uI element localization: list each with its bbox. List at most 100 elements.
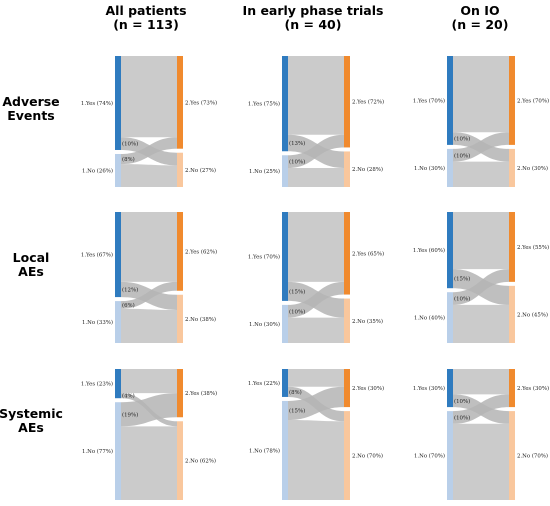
node-label-right-yes: 2.Yes (65%) — [352, 250, 384, 257]
flow-label-no-yes: (10%) — [454, 296, 470, 303]
node-label-right-yes: 2.Yes (55%) — [517, 244, 549, 251]
node-right-yes — [509, 56, 515, 145]
flow-no-no — [453, 423, 509, 500]
node-right-yes — [177, 56, 183, 149]
node-label-right-no: 2.No (62%) — [185, 458, 216, 465]
flow-yes-yes — [453, 56, 509, 133]
sankey-panels: 1.Yes (74%) 1.No (26%) 2.Yes (73%) 2.No (27… — [81, 56, 549, 500]
node-left-no — [115, 301, 121, 343]
flow-label-no-yes: (10%) — [454, 414, 470, 421]
flow-no-no — [121, 426, 177, 500]
flow-yes-yes — [288, 56, 344, 135]
node-left-no — [282, 304, 288, 343]
flow-no-yes — [288, 281, 344, 318]
node-right-yes — [344, 212, 350, 295]
row-title-3-line2: AEs — [18, 420, 44, 435]
flow-label-yes-no: (4%) — [122, 393, 135, 400]
sankey-panel: 1.Yes (30%) 1.No (70%) 2.Yes (30%) 2.No (70… — [413, 369, 549, 500]
flow-no-no — [453, 304, 509, 343]
node-label-right-no: 2.No (27%) — [185, 167, 216, 174]
node-label-left-yes: 1.Yes (23%) — [81, 381, 113, 388]
node-label-left-no: 1.No (33%) — [82, 319, 113, 326]
flow-yes-yes — [121, 56, 177, 138]
node-label-left-no: 1.No (25%) — [249, 168, 280, 175]
node-label-left-yes: 1.Yes (67%) — [81, 252, 113, 259]
flow-yes-yes — [121, 212, 177, 282]
column-title-2-line1: In early phase trials — [243, 3, 384, 18]
row-titles: Adverse Events Local AEs Systemic AEs — [0, 94, 63, 435]
node-label-right-no: 2.No (28%) — [352, 166, 383, 173]
node-left-no — [282, 400, 288, 500]
flow-no-yes — [453, 132, 509, 162]
node-left-no — [115, 153, 121, 187]
flow-no-yes — [121, 393, 177, 427]
node-label-right-no: 2.No (45%) — [517, 311, 548, 318]
row-title-1-line1: Adverse — [2, 94, 59, 109]
flow-yes-yes — [121, 369, 177, 394]
row-title-2-line2: AEs — [18, 264, 44, 279]
flow-label-yes-no: (13%) — [289, 140, 305, 147]
flow-yes-yes — [453, 212, 509, 270]
flow-label-yes-no: (10%) — [454, 136, 470, 143]
node-label-right-no: 2.No (70%) — [517, 453, 548, 460]
node-label-right-yes: 2.Yes (62%) — [185, 248, 217, 255]
node-right-no — [177, 152, 183, 187]
node-label-right-no: 2.No (38%) — [185, 316, 216, 323]
flow-no-no — [121, 308, 177, 343]
sankey-panel: 1.Yes (60%) 1.No (40%) 2.Yes (55%) 2.No (45… — [413, 212, 549, 343]
node-label-left-yes: 1.Yes (70%) — [413, 97, 445, 104]
node-left-yes — [447, 369, 453, 408]
node-right-no — [344, 151, 350, 187]
flow-label-yes-no: (10%) — [454, 398, 470, 405]
flow-yes-yes — [288, 212, 344, 282]
node-label-right-yes: 2.Yes (30%) — [352, 385, 384, 392]
flow-label-yes-no: (10%) — [122, 141, 138, 148]
flow-no-no — [288, 317, 344, 343]
node-label-left-yes: 1.Yes (22%) — [248, 380, 280, 387]
node-label-left-yes: 1.Yes (60%) — [413, 247, 445, 254]
node-left-no — [115, 402, 121, 500]
node-left-yes — [447, 56, 453, 145]
column-title-3-line2: (n = 20) — [452, 17, 509, 32]
node-right-yes — [344, 56, 350, 148]
column-title-3-line1: On IO — [460, 3, 499, 18]
flow-label-yes-no: (15%) — [289, 288, 305, 295]
node-left-yes — [282, 56, 288, 152]
node-left-yes — [282, 369, 288, 397]
flow-no-yes — [121, 137, 177, 165]
node-right-no — [344, 298, 350, 343]
node-right-no — [509, 285, 515, 343]
flow-label-yes-no: (12%) — [122, 286, 138, 293]
flow-label-no-yes: (19%) — [122, 411, 138, 418]
sankey-panel: 1.Yes (75%) 1.No (25%) 2.Yes (72%) 2.No (28… — [248, 56, 384, 187]
node-label-left-yes: 1.Yes (70%) — [248, 253, 280, 260]
node-label-right-yes: 2.Yes (70%) — [517, 97, 549, 104]
flow-no-yes — [288, 134, 344, 168]
node-right-yes — [177, 369, 183, 418]
row-title-2-line1: Local — [13, 250, 50, 265]
node-left-no — [447, 292, 453, 343]
sankey-panel: 1.Yes (74%) 1.No (26%) 2.Yes (73%) 2.No (27… — [81, 56, 217, 187]
node-label-left-no: 1.No (26%) — [82, 167, 113, 174]
node-right-yes — [509, 369, 515, 408]
column-titles: All patients (n = 113) In early phase tr… — [105, 3, 508, 32]
node-label-right-no: 2.No (35%) — [352, 318, 383, 325]
flow-label-no-yes: (10%) — [289, 308, 305, 315]
flow-yes-yes — [453, 369, 509, 395]
node-left-no — [447, 411, 453, 500]
node-label-left-no: 1.No (30%) — [414, 165, 445, 172]
sankey-panel: 1.Yes (22%) 1.No (78%) 2.Yes (30%) 2.No (70… — [248, 369, 384, 500]
row-title-3-line1: Systemic — [0, 406, 63, 421]
node-label-right-no: 2.No (30%) — [517, 165, 548, 172]
flow-label-no-yes: (6%) — [122, 302, 135, 309]
flow-label-no-yes: (15%) — [289, 407, 305, 414]
node-label-right-yes: 2.Yes (38%) — [185, 390, 217, 397]
flow-label-no-yes: (8%) — [122, 156, 135, 163]
node-label-left-no: 1.No (30%) — [249, 321, 280, 328]
flow-no-yes — [121, 281, 177, 309]
sankey-panel: 1.Yes (70%) 1.No (30%) 2.Yes (70%) 2.No (30… — [413, 56, 549, 187]
row-title-1-line2: Events — [7, 108, 54, 123]
sankey-panel: 1.Yes (70%) 1.No (30%) 2.Yes (65%) 2.No (35… — [248, 212, 384, 343]
node-left-yes — [282, 212, 288, 301]
